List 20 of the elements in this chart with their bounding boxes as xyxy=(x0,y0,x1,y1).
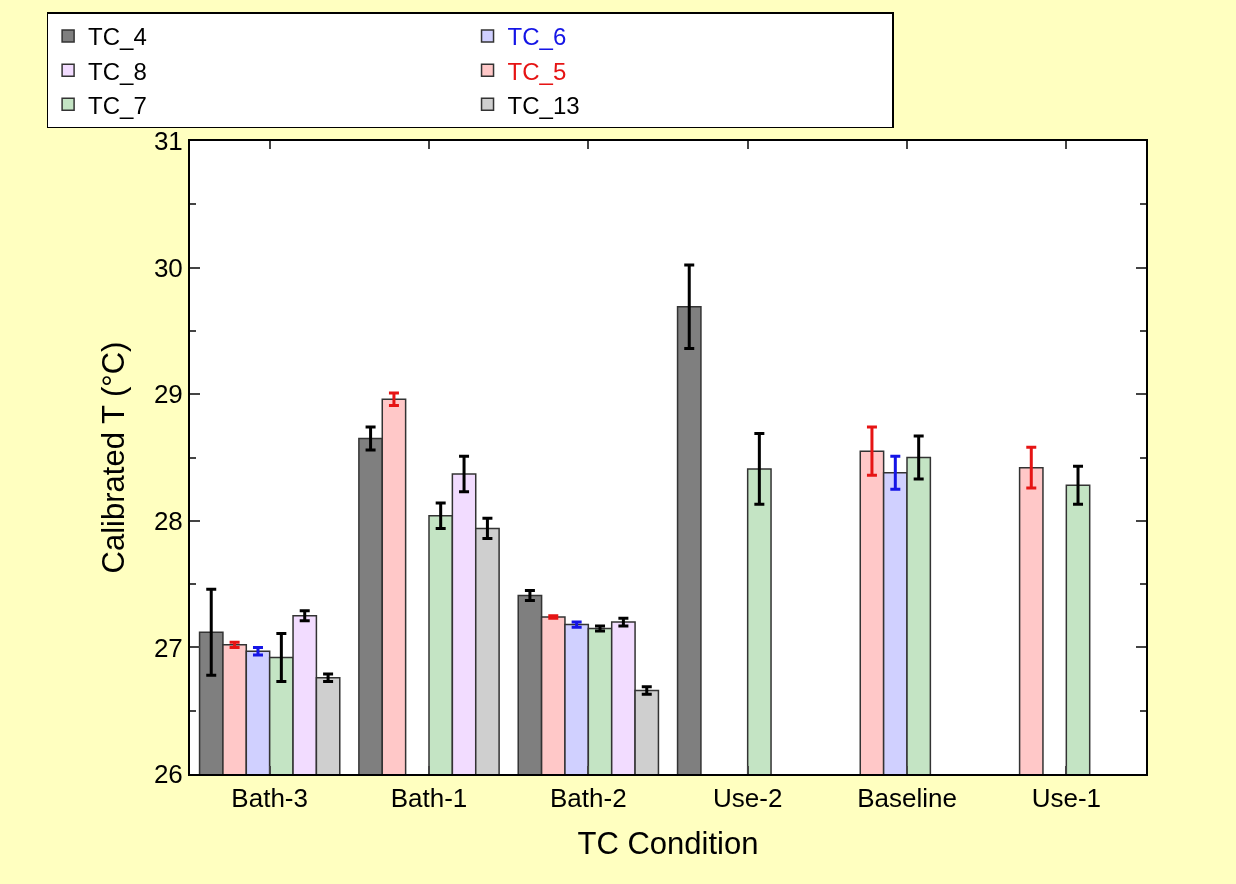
x-tick-label: Bath-1 xyxy=(390,783,468,814)
y-tick-label: 31 xyxy=(153,126,183,157)
legend-label: TC_8 xyxy=(88,57,147,85)
x-tick-label: Baseline xyxy=(857,783,957,814)
y-tick-label: 27 xyxy=(153,632,183,663)
x-tick-label: Use-1 xyxy=(1031,783,1102,814)
y-tick-label: 30 xyxy=(153,252,183,283)
x-axis-title: TC Condition xyxy=(577,825,759,861)
y-axis-title: Calibrated T (°C) xyxy=(96,341,132,574)
legend-label: TC_6 xyxy=(507,23,567,51)
x-tick-label: Use-2 xyxy=(712,783,783,814)
x-tick-label: Bath-3 xyxy=(231,783,308,814)
y-tick-label: 26 xyxy=(153,759,183,790)
y-tick-label: 28 xyxy=(153,505,183,536)
legend-label: TC_5 xyxy=(507,57,567,85)
legend-label: TC_7 xyxy=(88,91,147,119)
y-tick-label: 29 xyxy=(153,379,183,410)
legend-label: TC_4 xyxy=(88,23,147,51)
legend-label: TC_13 xyxy=(507,91,580,119)
x-tick-label: Bath-2 xyxy=(550,783,627,814)
